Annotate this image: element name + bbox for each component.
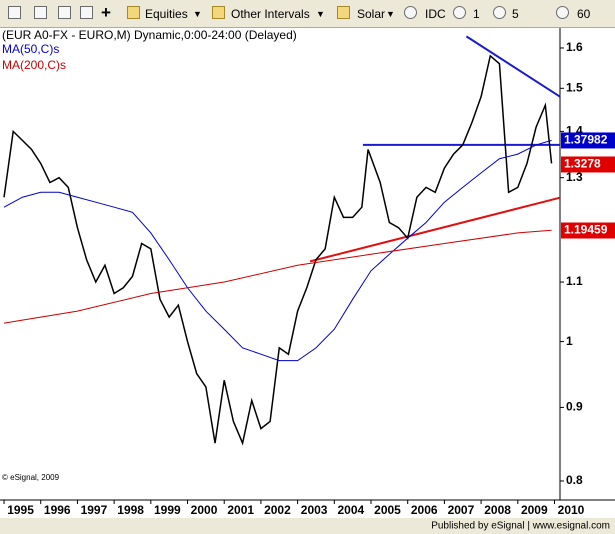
toolbar: + Equities ▼ Other Intervals ▼ Solar ▼ I… [0,0,615,28]
chart-title: (EUR A0-FX - EURO,M) Dynamic,0:00-24:00 … [2,28,297,42]
x-tick-label: 1998 [117,503,144,517]
last-value-label: 1.37982 [564,133,608,147]
last-value-box [561,156,615,173]
menu-item[interactable]: Equities [145,7,188,21]
x-tick-label: 2007 [448,503,475,517]
icon[interactable] [80,6,93,19]
last-value-box [561,222,615,239]
dropdown[interactable]: ▼ [386,9,395,19]
x-tick-label: 2004 [337,503,364,517]
legend-entry: MA(50,C)s [2,42,59,56]
x-tick-label: 1999 [154,503,181,517]
folder-icon[interactable] [337,6,350,19]
copyright: © eSignal, 2009 [2,473,60,482]
moving-average [3,229,552,324]
icon[interactable] [34,6,47,19]
trendline [309,196,561,263]
x-tick-label: 2009 [521,503,548,517]
icon[interactable] [493,6,506,19]
icon[interactable] [404,6,417,19]
folder-icon[interactable] [127,6,140,19]
y-tick-label: 1.5 [566,80,583,94]
y-tick-label: 1 [566,334,573,348]
plot-area [0,28,560,500]
x-tick-label: 2006 [411,503,438,517]
folder-icon[interactable] [212,6,225,19]
icon[interactable] [58,6,71,19]
x-tick-label: 1995 [7,503,34,517]
last-value-label: 1.3278 [564,157,601,171]
x-tick-label: 2001 [227,503,254,517]
menu-item[interactable]: 60 [577,7,591,21]
trendline [465,35,561,98]
chart: (EUR A0-FX - EURO,M) Dynamic,0:00-24:00 … [0,28,615,534]
icon[interactable] [8,6,21,19]
last-value-box [561,132,615,149]
x-tick-label: 2003 [301,503,328,517]
y-tick-label: 1.1 [566,274,583,288]
plus-icon[interactable]: + [101,3,111,22]
y-tick-label: 1.6 [566,40,583,54]
x-tick-label: 2008 [484,503,511,517]
legend-entry: MA(200,C)s [2,58,66,72]
x-tick-label: 1997 [81,503,108,517]
footer: Published by eSignal | www.esignal.com [431,521,610,532]
menu-item[interactable]: IDC [425,7,446,21]
y-tick-label: 1.3 [566,170,583,184]
menu-item[interactable]: 5 [512,7,519,21]
moving-average [3,139,552,362]
x-tick-label: 1996 [44,503,71,517]
x-tick-label: 2010 [558,503,585,517]
menu-item[interactable]: Solar [357,7,386,21]
y-tick-label: 0.9 [566,400,583,414]
footer-bar [0,518,615,534]
x-tick-label: 2005 [374,503,401,517]
price-line [3,54,553,446]
x-tick-label: 2002 [264,503,291,517]
menu-item[interactable]: Other Intervals [231,7,310,21]
x-tick-label: 2000 [191,503,218,517]
y-tick-label: 0.8 [566,473,583,487]
dropdown[interactable]: ▼ [316,9,325,19]
last-value-label: 1.19459 [564,223,608,237]
icon[interactable] [453,6,466,19]
dropdown[interactable]: ▼ [193,9,202,19]
menu-item[interactable]: 1 [473,7,480,21]
icon[interactable] [556,6,569,19]
